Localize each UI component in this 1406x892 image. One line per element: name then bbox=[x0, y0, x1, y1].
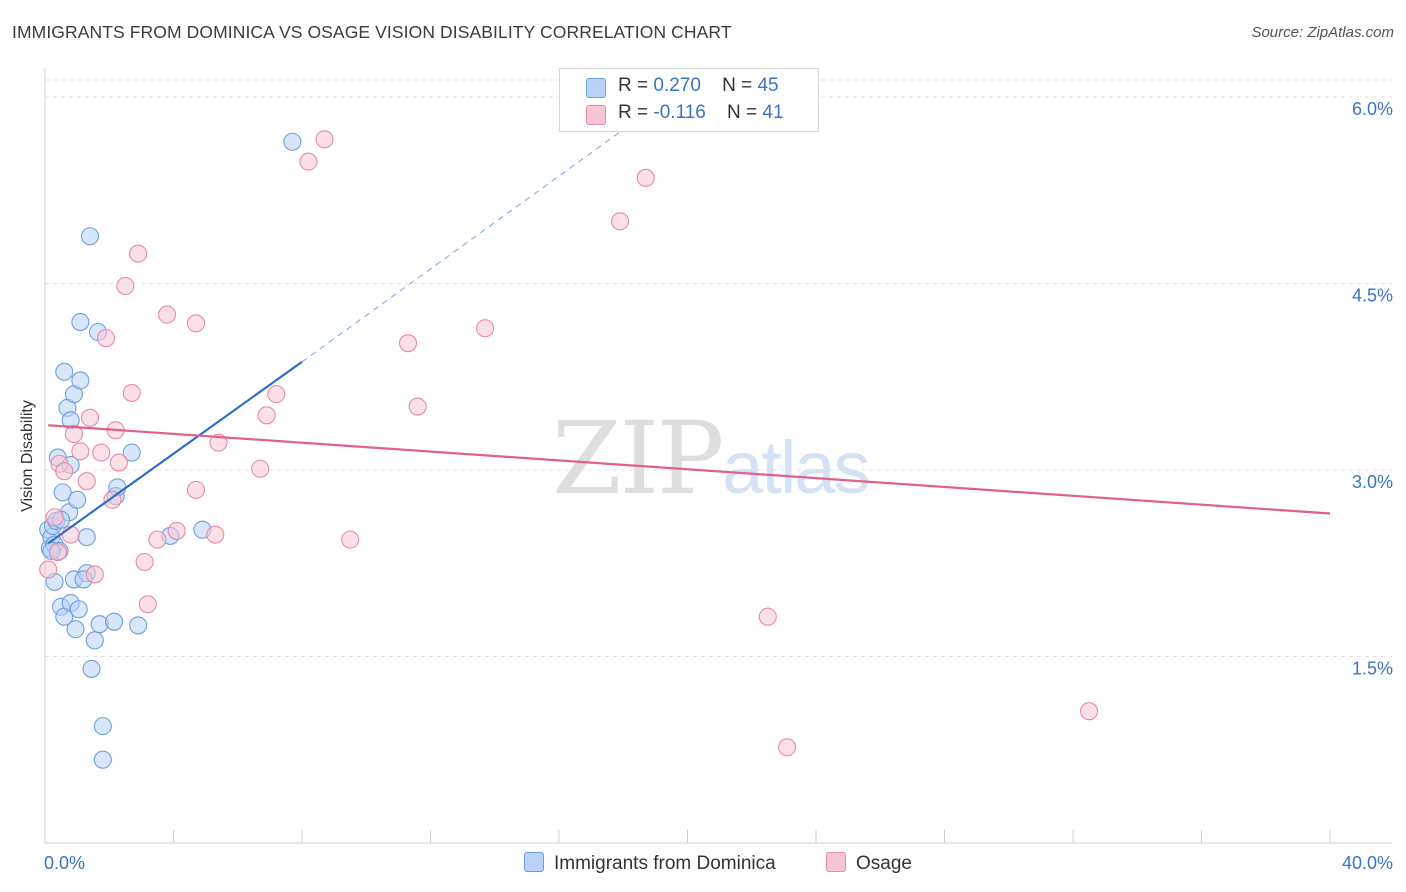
dominica-point bbox=[53, 483, 72, 502]
series-swatch-pink bbox=[826, 852, 846, 872]
legend-r-label: R = bbox=[618, 102, 649, 123]
dominica-point bbox=[69, 600, 88, 619]
y-tick-label: 3.0% bbox=[1352, 472, 1393, 492]
correlation-legend: R = 0.270 N = 45 R = -0.116 N = 41 bbox=[559, 68, 819, 132]
dominica-point bbox=[71, 312, 90, 332]
osage-point bbox=[186, 314, 206, 333]
series-swatch-blue bbox=[524, 852, 544, 872]
y-tick-label: 1.5% bbox=[1352, 659, 1393, 679]
y-tick-label: 6.0% bbox=[1352, 99, 1393, 119]
dominica-point bbox=[129, 616, 148, 635]
osage-point bbox=[778, 738, 797, 757]
osage-point bbox=[167, 521, 186, 540]
osage-point bbox=[85, 565, 104, 584]
osage-point bbox=[116, 276, 135, 296]
osage-point bbox=[135, 552, 154, 572]
osage-point bbox=[158, 305, 177, 324]
dominica-trend-extension bbox=[301, 115, 643, 363]
watermark-atlas: atlas bbox=[722, 426, 870, 509]
osage-point bbox=[299, 152, 318, 171]
dominica-point bbox=[66, 620, 85, 639]
dominica-point bbox=[122, 443, 141, 462]
series-name: Immigrants from Dominica bbox=[554, 853, 776, 874]
legend-n-value: 45 bbox=[757, 75, 779, 96]
trend-lines bbox=[47, 115, 1331, 545]
dominica-point bbox=[68, 490, 87, 509]
osage-point bbox=[398, 334, 418, 353]
legend-r-value: -0.116 bbox=[653, 102, 706, 123]
osage-point bbox=[92, 443, 111, 462]
series-legend-osage: Osage bbox=[826, 852, 912, 875]
dominica-point bbox=[93, 717, 112, 736]
osage-point bbox=[77, 472, 96, 491]
legend-r-label: R = bbox=[618, 75, 649, 96]
y-axis-label: Vision Disability bbox=[19, 400, 36, 512]
osage-point bbox=[138, 595, 157, 614]
osage-point bbox=[80, 408, 100, 427]
osage-point bbox=[45, 508, 64, 527]
y-tick-label: 4.5% bbox=[1352, 286, 1393, 306]
osage-point bbox=[48, 543, 67, 562]
chart-title: IMMIGRANTS FROM DOMINICA VS OSAGE VISION… bbox=[12, 22, 732, 42]
osage-point bbox=[610, 212, 630, 231]
osage-point bbox=[96, 329, 116, 348]
dominica-point bbox=[77, 528, 96, 547]
series-legend-dominica: Immigrants from Dominica bbox=[524, 852, 776, 875]
osage-point bbox=[341, 530, 360, 549]
series-name: Osage bbox=[856, 853, 912, 874]
osage-trend-line bbox=[48, 424, 1331, 515]
osage-point bbox=[209, 433, 228, 452]
x-tick-label: 40.0% bbox=[1342, 853, 1393, 873]
legend-swatch-blue bbox=[586, 78, 606, 98]
axis-ticks: 1.5% 3.0% 4.5% 6.0% 0.0% 40.0% bbox=[44, 99, 1393, 873]
source-label: Source: ZipAtlas.com bbox=[1251, 24, 1394, 41]
osage-point bbox=[476, 319, 495, 338]
osage-point bbox=[64, 424, 83, 443]
osage-point bbox=[758, 607, 777, 626]
osage-point bbox=[315, 130, 334, 149]
legend-n-value: 41 bbox=[762, 102, 784, 123]
osage-point bbox=[408, 397, 427, 416]
grid-lines bbox=[45, 79, 1392, 657]
dominica-point bbox=[55, 362, 74, 381]
osage-point bbox=[71, 442, 90, 461]
osage-point bbox=[251, 459, 270, 478]
osage-point bbox=[129, 244, 148, 263]
dominica-trend-line bbox=[47, 360, 303, 545]
osage-point bbox=[39, 560, 58, 579]
dominica-point bbox=[105, 612, 124, 631]
x-tick-label: 0.0% bbox=[44, 853, 85, 873]
watermark-zip: ZIP bbox=[552, 400, 724, 517]
watermark: ZIPatlas bbox=[552, 400, 871, 517]
osage-point bbox=[148, 530, 167, 549]
dominica-point bbox=[71, 371, 90, 390]
osage-point bbox=[206, 525, 225, 544]
osage-point bbox=[122, 383, 141, 402]
legend-r-value: 0.270 bbox=[653, 75, 701, 96]
legend-swatch-pink bbox=[586, 105, 606, 125]
osage-point bbox=[267, 385, 286, 404]
dominica-point bbox=[82, 659, 101, 678]
osage-point bbox=[636, 168, 655, 187]
osage-point bbox=[55, 462, 74, 481]
axes bbox=[44, 68, 1392, 844]
dominica-point bbox=[93, 750, 112, 769]
osage-point bbox=[109, 453, 128, 472]
legend-n-label: N = bbox=[722, 75, 753, 96]
osage-point bbox=[257, 406, 276, 425]
dominica-point bbox=[80, 227, 100, 246]
osage-point bbox=[186, 480, 206, 499]
legend-n-label: N = bbox=[726, 102, 758, 123]
dominica-point bbox=[283, 132, 302, 151]
dominica-point bbox=[85, 631, 104, 650]
data-points bbox=[39, 130, 1099, 769]
osage-point bbox=[61, 525, 80, 544]
osage-point bbox=[1080, 702, 1099, 721]
